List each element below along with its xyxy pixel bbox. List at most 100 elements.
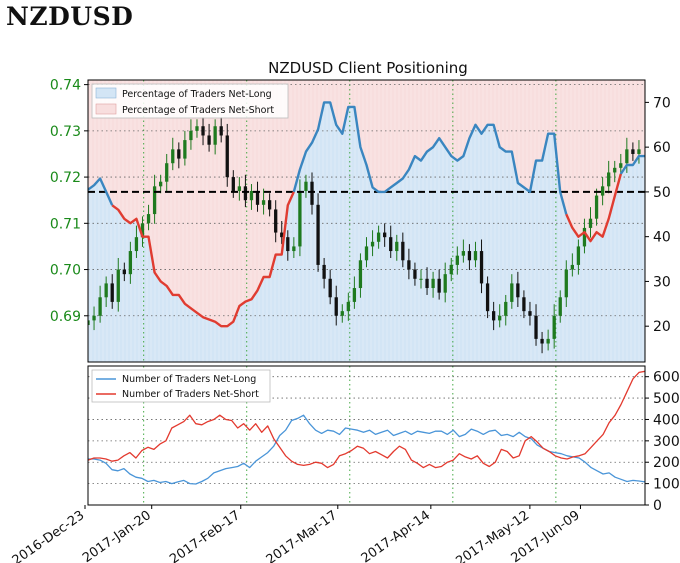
net-long-count-line [88,414,646,485]
right-tick-label: 50 [653,185,671,201]
candle-body [243,186,248,201]
x-tick-label: 2017-Mar-17 [264,508,340,563]
candle-body [237,186,242,191]
candle-body [576,246,581,265]
candle-body [298,190,302,247]
left-axis: 0.69 0.70 0.71 0.72 0.73 0.74 [50,78,88,325]
right-tick-label: 600 [653,370,680,386]
right-tick-label: 60 [653,140,671,156]
candle-body [201,126,205,136]
candle-body [407,260,411,270]
left-tick-label: 0.71 [50,216,81,232]
candle-body [346,301,350,312]
candle-body [316,204,320,265]
candle-body [249,190,254,201]
candle-body [128,251,133,275]
candle-body [625,149,629,164]
candle-body [292,246,296,252]
candle-body [607,172,611,187]
right-tick-label: 100 [653,477,680,493]
candle-body [449,264,453,275]
legend-box [91,83,289,119]
candle-body [340,311,344,316]
candle-body [564,269,568,298]
candle-body [274,209,278,233]
x-tick-label: 2016-Dec-23 [10,508,88,563]
candle-body [134,237,139,252]
candle-body [540,338,544,344]
candle-body [401,241,405,261]
candle-body [467,251,472,261]
legend-box [91,369,271,403]
top-panel-frame [87,79,646,363]
legend-label-net-short: Percentage of Traders Net-Short [122,105,274,116]
candle-body [183,140,187,159]
price-candles [88,116,641,354]
right-tick-label: 200 [653,455,680,471]
candle-body [558,297,562,316]
candle-body [419,278,423,280]
right-tick-label: 40 [653,230,671,246]
candle-body [116,269,120,302]
legend-label-net-long: Percentage of Traders Net-Long [122,89,272,100]
right-tick-label: 30 [653,274,671,290]
legend-swatch-net-short [95,103,117,115]
candle-body [88,320,90,326]
right-axis-bottom: 0 100 200 300 400 500 600 [645,370,680,514]
candle-body [552,315,556,339]
candle-body [631,149,635,154]
candle-body [219,126,223,136]
candle-body [358,260,363,289]
candle-body [92,315,96,321]
right-tick-label: 300 [653,434,680,450]
left-tick-label: 0.69 [50,309,81,325]
right-axis-top: 20 30 40 50 60 70 [645,95,671,335]
candle-body [146,214,151,224]
candle-body [395,241,399,252]
legend-swatch-net-long [95,87,117,99]
candle-body [510,283,514,302]
candle-body [376,232,381,242]
candle-body [528,311,532,316]
top-legend: Percentage of Traders Net-Long Percentage… [91,83,289,119]
page-title: NZDUSD [6,2,134,31]
right-tick-label: 70 [653,95,671,111]
candle-body [171,149,175,164]
candle-body [159,181,163,187]
candle-body [195,126,199,131]
candle-body [177,149,181,159]
right-tick-label: 500 [653,391,680,407]
candle-body [594,195,599,219]
candle-body [570,264,574,270]
candle-body [479,251,484,284]
right-tick-label: 0 [653,498,662,514]
candle-body [522,297,526,312]
candle-body [165,163,169,182]
candle-body [546,338,550,344]
chart-title: NZDUSD Client Positioning [268,59,468,77]
candle-body [485,283,490,312]
left-tick-label: 0.73 [50,124,81,140]
candle-body [613,167,617,173]
x-tick-label: 2017-Apr-14 [359,508,433,563]
candle-body [225,135,229,178]
candle-body [534,315,538,339]
candle-body [425,278,429,289]
candle-body [140,223,145,238]
candle-body [600,186,605,196]
candle-body [431,278,435,289]
candle-body [352,288,357,302]
candle-body [370,241,375,247]
candle-body [491,311,496,321]
x-tick-label: 2017-Feb-17 [167,508,243,563]
candle-body [231,177,235,191]
candle-body [504,301,508,316]
candle-body [582,227,587,247]
bottom-panel-frame [87,365,646,506]
candle-body [389,237,393,252]
right-tick-label: 20 [653,319,671,335]
candle-body [110,283,114,302]
candle-body [383,232,387,238]
